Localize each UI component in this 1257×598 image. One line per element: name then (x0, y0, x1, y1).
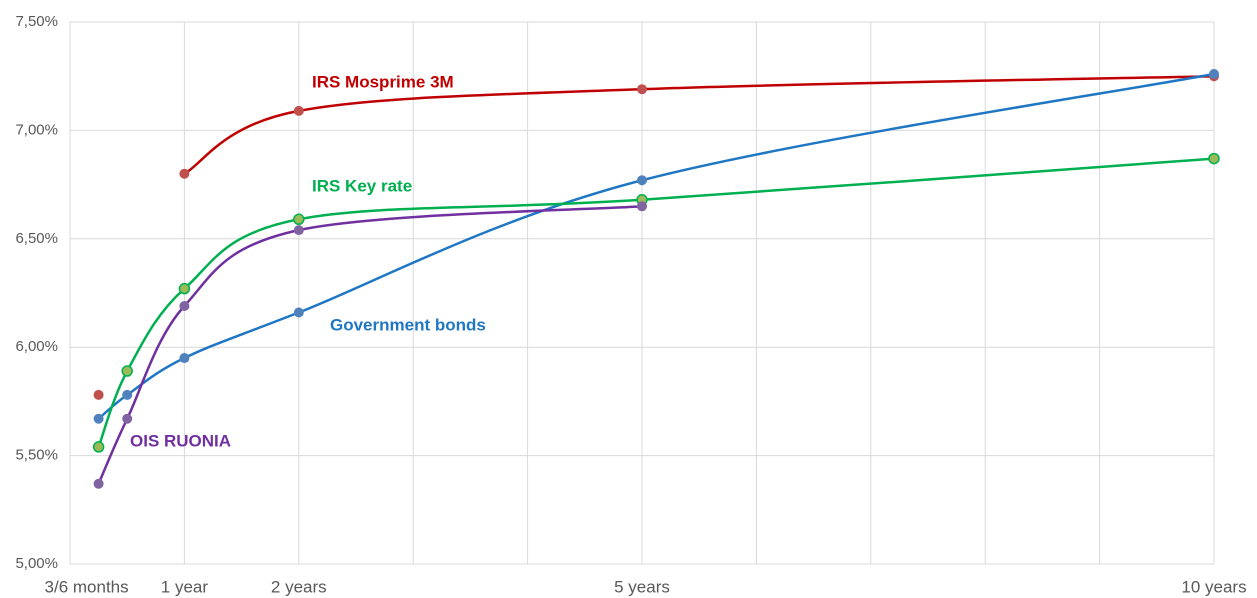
x-tick-label: 5 years (614, 577, 670, 596)
data-point (93, 389, 104, 400)
data-point (179, 353, 190, 364)
series-label: Government bonds (330, 315, 486, 334)
data-point (122, 389, 133, 400)
data-point (293, 105, 304, 116)
data-point (121, 365, 133, 377)
y-tick-label: 5,00% (15, 555, 58, 572)
data-point (122, 413, 133, 424)
data-point (92, 441, 105, 453)
x-tick-label: 1 year (161, 577, 209, 596)
data-point (637, 175, 647, 186)
x-tick-label: 3/6 months (45, 577, 129, 596)
data-point (637, 201, 647, 212)
x-tick-label: 10 years (1181, 577, 1246, 596)
series-label: OIS RUONIA (130, 431, 231, 450)
data-point (179, 301, 190, 312)
y-tick-label: 6,50% (15, 230, 58, 247)
data-point (293, 213, 305, 226)
series-label: IRS Mosprime 3M (312, 72, 454, 91)
y-tick-label: 7,50% (15, 13, 58, 30)
y-tick-label: 5,50% (15, 447, 58, 464)
data-point (637, 84, 647, 95)
series-line (183, 74, 1215, 175)
data-point (93, 478, 104, 489)
data-point (1209, 69, 1219, 80)
data-point (178, 282, 191, 295)
y-tick-label: 6,00% (15, 338, 58, 355)
series-line (97, 72, 1215, 420)
series-line (97, 157, 1215, 448)
data-point (179, 168, 190, 179)
data-point (293, 225, 304, 236)
y-tick-label: 7,00% (15, 121, 58, 138)
series-label: IRS Key rate (312, 176, 412, 195)
data-point (93, 413, 104, 424)
data-point (293, 307, 304, 318)
data-point (1208, 152, 1220, 165)
x-tick-label: 2 years (271, 577, 327, 596)
